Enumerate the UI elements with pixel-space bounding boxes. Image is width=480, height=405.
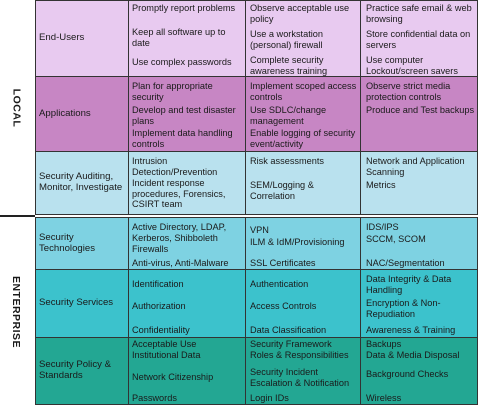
cell-item: Identification bbox=[132, 279, 184, 289]
cell-col1: Acceptable Use Institutional Data Networ… bbox=[129, 338, 246, 404]
cell-item: SCCM, SCOM bbox=[366, 234, 426, 244]
cell-item: Active Directory, LDAP, Kerberos, Shibbo… bbox=[132, 222, 227, 243]
cell-item: Intrusion Detection/Prevention bbox=[132, 156, 218, 177]
cell-item: VPN bbox=[250, 225, 269, 235]
row-label: Security Services bbox=[36, 270, 129, 337]
cell-item: Use computer Lockout/screen savers bbox=[366, 55, 458, 76]
row-label: Security Auditing, Monitor, Investigate bbox=[36, 152, 129, 214]
cell-item: NAC/Segmentation bbox=[366, 258, 445, 268]
cell-col2: VPN ILM & IdM/Provisioning SSL Certifica… bbox=[246, 218, 361, 269]
cell-item: Data Integrity & Data Handling bbox=[366, 274, 452, 295]
cell-col1: Promptly report problems Keep all softwa… bbox=[129, 1, 246, 76]
band-local-text: LOCAL bbox=[10, 88, 23, 127]
cell-item: Store confidential data on servers bbox=[366, 29, 471, 50]
cell-col3: Backups Data & Media Disposal Background… bbox=[361, 338, 477, 404]
row-label: Applications bbox=[36, 77, 129, 151]
cell-col1: Intrusion Detection/Prevention Incident … bbox=[129, 152, 246, 214]
cell-col2: Implement scoped access controls Use SDL… bbox=[246, 77, 361, 151]
row-security-policy: Security Policy & Standards Acceptable U… bbox=[35, 338, 478, 405]
cell-item: Complete security awareness training bbox=[250, 55, 328, 76]
cell-item: Access Controls bbox=[250, 301, 317, 311]
cell-item: Data Classification bbox=[250, 325, 327, 335]
row-security-technologies: Security Technologies Active Directory, … bbox=[35, 217, 478, 270]
cell-item: Roles & Responsibilities bbox=[250, 350, 349, 360]
cell-item: Background Checks bbox=[366, 369, 449, 379]
cell-col1: Plan for appropriate security Develop an… bbox=[129, 77, 246, 151]
cell-col3: Data Integrity & Data Handling Encryptio… bbox=[361, 270, 477, 337]
cell-item: Backups bbox=[366, 339, 402, 349]
cell-item: Enable logging of security event/activit… bbox=[250, 128, 356, 149]
cell-item: Use a workstation (personal) firewall bbox=[250, 29, 324, 50]
cell-item: Promptly report problems bbox=[132, 3, 236, 13]
cell-item: SSL Certificates bbox=[250, 258, 316, 268]
cell-col3: Network and Application Scanning Metrics bbox=[361, 152, 477, 214]
cell-item: Confidentiality bbox=[132, 325, 190, 335]
cell-item: Incident response procedures, Forensics,… bbox=[132, 178, 226, 210]
cell-item: Passwords bbox=[132, 393, 177, 403]
cell-col2: Authentication Access Controls Data Clas… bbox=[246, 270, 361, 337]
cell-item: Risk assessments bbox=[250, 156, 325, 166]
cell-item: Authentication bbox=[250, 279, 309, 289]
cell-item: Implement data handling controls bbox=[132, 128, 233, 149]
cell-col2: Security Framework Roles & Responsibilit… bbox=[246, 338, 361, 404]
row-security-auditing: Security Auditing, Monitor, Investigate … bbox=[35, 152, 478, 215]
cell-item: ILM & IdM/Provisioning bbox=[250, 237, 345, 247]
cell-item: Use complex passwords bbox=[132, 57, 232, 67]
cell-item: Anti-virus, Anti-Malware bbox=[132, 258, 229, 268]
cell-item: Firewalls bbox=[132, 244, 169, 254]
band-enterprise-text: ENTERPRISE bbox=[10, 275, 23, 348]
row-label: Security Technologies bbox=[36, 218, 129, 269]
cell-item: Encryption & Non-Repudiation bbox=[366, 298, 441, 319]
row-label: Security Policy & Standards bbox=[36, 338, 129, 404]
cell-item: Plan for appropriate security bbox=[132, 81, 213, 102]
cell-item: Data & Media Disposal bbox=[366, 350, 460, 360]
cell-item: IDS/IPS bbox=[366, 222, 399, 232]
cell-item: Use SDLC/change management bbox=[250, 105, 327, 126]
cell-item: Authorization bbox=[132, 301, 186, 311]
cell-item: Observe acceptable use policy bbox=[250, 3, 350, 24]
cell-col1: Identification Authorization Confidentia… bbox=[129, 270, 246, 337]
cell-item: Network and Application Scanning bbox=[366, 156, 465, 177]
cell-item: Metrics bbox=[366, 180, 396, 190]
cell-item: Security Framework bbox=[250, 339, 332, 349]
cell-item: Develop and test disaster plans bbox=[132, 105, 236, 126]
cell-item: Keep all software up to date bbox=[132, 27, 226, 48]
cell-col3: Observe strict media protection controls… bbox=[361, 77, 477, 151]
cell-col2: Observe acceptable use policy Use a work… bbox=[246, 1, 361, 76]
cell-item: SEM/Logging & Correlation bbox=[250, 180, 314, 201]
cell-col3: IDS/IPS SCCM, SCOM NAC/Segmentation bbox=[361, 218, 477, 269]
band-local-label: LOCAL bbox=[0, 0, 32, 215]
cell-item: Login IDs bbox=[250, 393, 289, 403]
row-security-services: Security Services Identification Authori… bbox=[35, 270, 478, 338]
row-label: End-Users bbox=[36, 1, 129, 76]
band-separator bbox=[0, 215, 35, 217]
cell-item: Practice safe email & web browsing bbox=[366, 3, 472, 24]
cell-col2: Risk assessments SEM/Logging & Correlati… bbox=[246, 152, 361, 214]
cell-col3: Practice safe email & web browsing Store… bbox=[361, 1, 477, 76]
cell-item: Produce and Test backups bbox=[366, 105, 475, 115]
row-applications: Applications Plan for appropriate securi… bbox=[35, 77, 478, 152]
cell-item: Wireless bbox=[366, 393, 402, 403]
cell-item: Network Citizenship bbox=[132, 372, 214, 382]
row-end-users: End-Users Promptly report problems Keep … bbox=[35, 0, 478, 77]
cell-item: Implement scoped access controls bbox=[250, 81, 357, 102]
cell-item: Security Incident bbox=[250, 367, 318, 377]
cell-col1: Active Directory, LDAP, Kerberos, Shibbo… bbox=[129, 218, 246, 269]
cell-item: Institutional Data bbox=[132, 350, 201, 360]
band-enterprise-label: ENTERPRISE bbox=[0, 218, 32, 405]
cell-item: Escalation & Notification bbox=[250, 378, 350, 388]
cell-item: Acceptable Use bbox=[132, 339, 197, 349]
cell-item: Observe strict media protection controls bbox=[366, 81, 451, 102]
cell-item: Awareness & Training bbox=[366, 325, 456, 335]
